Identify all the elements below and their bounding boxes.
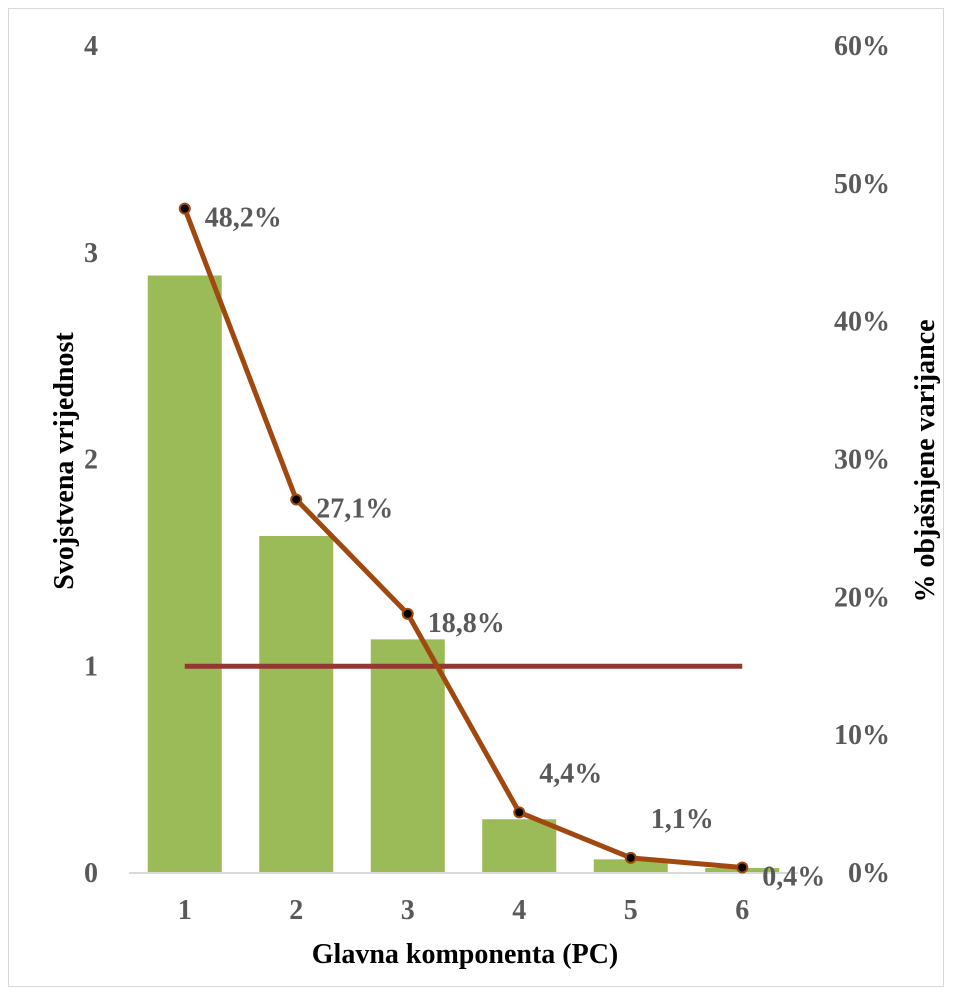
data-label-3: 18,8%: [428, 608, 505, 639]
variance-polyline: [182, 207, 743, 870]
y2-axis-ticks: 0% 10% 20% 30% 40% 50% 60%: [834, 31, 890, 889]
variance-point-2: [290, 493, 303, 506]
bar-pc-1: [147, 275, 222, 873]
y-tick-label: 2: [84, 445, 98, 476]
y2-tick-label: 10%: [834, 720, 890, 751]
data-label-2: 27,1%: [316, 493, 393, 524]
y2-tick-label: 20%: [834, 582, 890, 613]
variance-point-3: [401, 607, 414, 620]
bar-pc-4: [482, 819, 557, 873]
bar-pc-5: [593, 859, 668, 873]
y2-tick-label: 40%: [834, 307, 890, 338]
data-label-6: 0,4%: [762, 861, 825, 892]
x-axis-ticks: 1 2 3 4 5 6: [178, 895, 750, 926]
y-axis-ticks: 0 1 2 3 4: [84, 31, 98, 889]
y2-tick-label: 50%: [834, 169, 890, 200]
variance-points: [178, 202, 749, 874]
y-tick-label: 4: [84, 31, 98, 62]
variance-line: [182, 207, 743, 870]
x-tick-label: 1: [178, 895, 192, 926]
y-tick-label: 3: [84, 238, 98, 269]
y2-tick-label: 30%: [834, 445, 890, 476]
x-axis-title: Glavna komponenta (PC): [312, 939, 618, 970]
data-labels: 48,2% 27,1% 18,8% 4,4% 1,1% 0,4%: [205, 203, 826, 893]
y2-tick-label: 60%: [834, 31, 890, 62]
y2-axis-title: % objašnjene varijance: [910, 319, 941, 602]
variance-point-5: [624, 851, 637, 864]
y2-tick-label: 0%: [848, 858, 890, 889]
data-label-5: 1,1%: [651, 804, 714, 835]
y-tick-label: 0: [84, 858, 98, 889]
y-tick-label: 1: [84, 651, 98, 682]
data-label-4: 4,4%: [539, 758, 602, 789]
x-tick-label: 6: [735, 895, 749, 926]
x-tick-label: 4: [512, 895, 526, 926]
x-tick-label: 2: [289, 895, 303, 926]
x-tick-label: 3: [401, 895, 415, 926]
bar-pc-3: [370, 639, 445, 873]
variance-point-4: [513, 806, 526, 819]
bar-series: [147, 275, 780, 873]
x-tick-label: 5: [624, 895, 638, 926]
y-axis-title: Svojstvena vrijednost: [49, 332, 80, 590]
data-label-1: 48,2%: [205, 203, 282, 234]
variance-point-6: [736, 861, 749, 874]
bar-pc-2: [259, 535, 334, 873]
variance-point-1: [178, 202, 191, 215]
